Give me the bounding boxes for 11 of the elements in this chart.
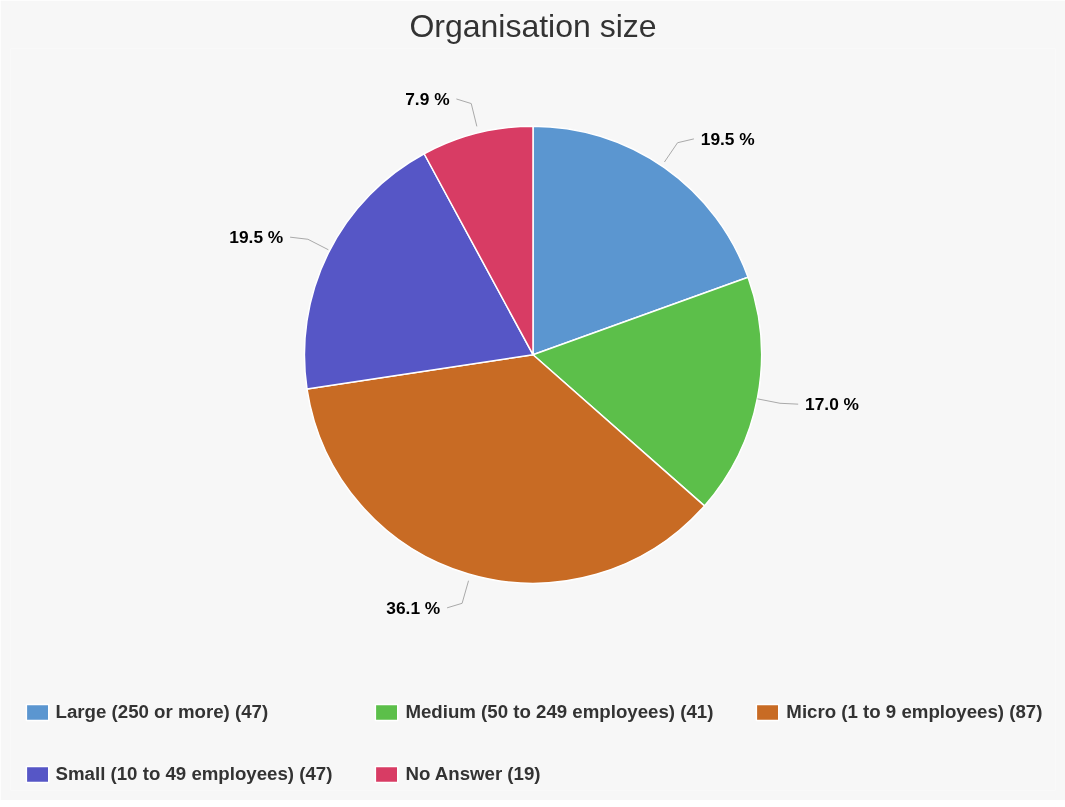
legend-label: Medium (50 to 249 employees) (41) (405, 701, 714, 723)
data-label: 36.1 % (386, 597, 441, 618)
legend-label: Micro (1 to 9 employees) (87) (786, 701, 1043, 723)
legend-label: Small (10 to 49 employees) (47) (55, 763, 333, 785)
chart-title: Organisation size (409, 7, 657, 44)
data-label: 7.9 % (405, 88, 450, 109)
legend-label: Large (250 or more) (47) (55, 701, 269, 723)
data-label: 17.0 % (805, 394, 859, 415)
data-label: 19.5 % (229, 227, 284, 248)
data-label: 19.5 % (700, 128, 755, 149)
legend-label: No Answer (19) (405, 763, 541, 785)
